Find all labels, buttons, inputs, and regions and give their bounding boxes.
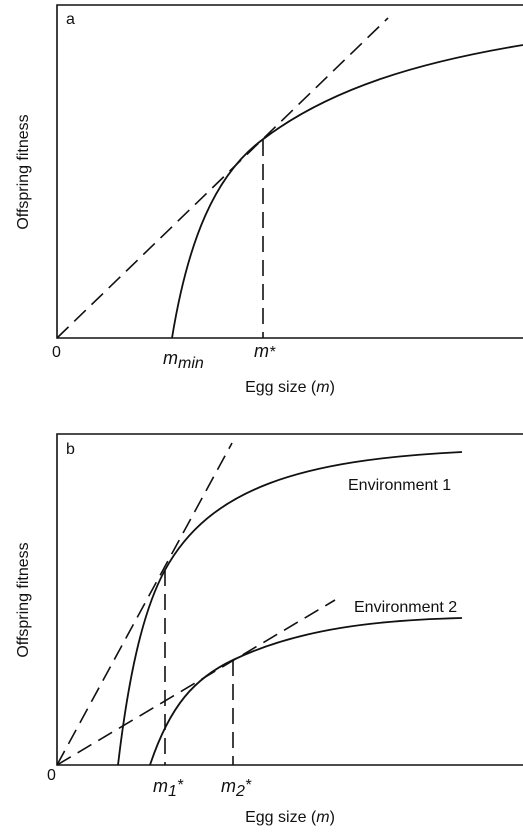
curve-label: Environment 2 [354, 599, 457, 616]
origin-label: 0 [47, 767, 56, 784]
tangent-line [56, 17, 389, 339]
curve-label: Environment 1 [348, 477, 451, 494]
marker-label: m* [254, 341, 276, 361]
marker-label: m1* [153, 776, 184, 800]
marker-label: m2* [221, 776, 252, 800]
marker-sub: 1 [168, 783, 177, 800]
tangent-line [56, 442, 233, 766]
x-label-part: ) [330, 379, 335, 396]
marker-base: m [163, 348, 178, 368]
marker-base: m [254, 341, 269, 361]
marker-sub: 2 [235, 783, 245, 800]
marker-sup: * [245, 777, 252, 794]
x-axis-label: Egg size (m) [245, 379, 335, 396]
y-axis-label: Offspring fitness [15, 542, 32, 657]
x-label-part: m [316, 809, 329, 826]
fitness-curve-1 [117, 451, 463, 766]
panel-a-frame [56, 4, 523, 339]
x-label-part: Egg size ( [245, 379, 317, 396]
marker-sub: min [178, 355, 204, 372]
tangent-line [56, 599, 336, 766]
x-label-part: Egg size ( [245, 809, 317, 826]
panel-label: b [66, 441, 75, 458]
marker-sup: * [269, 344, 276, 361]
fitness-curve [171, 44, 523, 339]
x-axis-label: Egg size (m) [245, 809, 335, 826]
y-axis-label: Offspring fitness [15, 114, 32, 229]
fitness-curve-2 [149, 617, 463, 766]
marker-base: m [221, 776, 236, 796]
panel-b-frame [56, 433, 523, 766]
x-label-part: m [316, 379, 329, 396]
panel-label: a [66, 11, 75, 28]
marker-base: m [153, 776, 168, 796]
x-label-part: ) [330, 809, 335, 826]
marker-label: mmin [163, 348, 204, 372]
marker-sup: * [177, 777, 184, 794]
origin-label: 0 [52, 344, 61, 361]
